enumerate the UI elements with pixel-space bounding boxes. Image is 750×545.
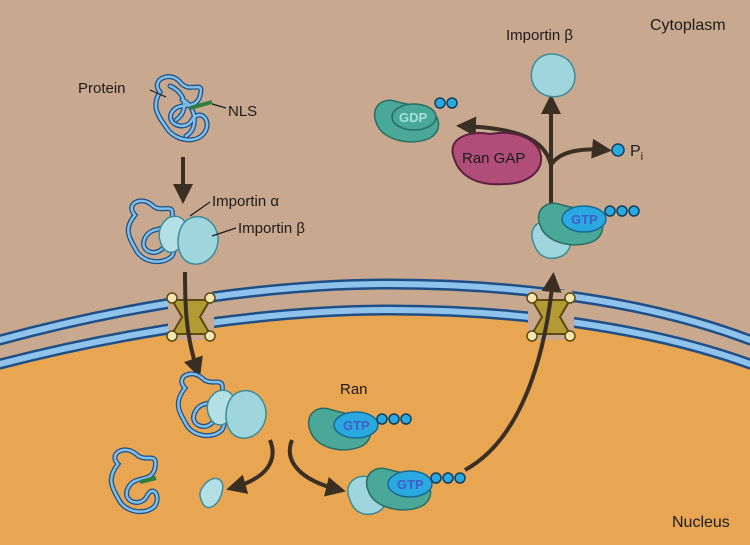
pi-label: Pi [630,143,643,163]
ran-gtp-nucleus [307,407,412,451]
released-importin-beta [530,53,576,98]
importin-beta-shape [177,216,219,265]
nuclear-envelope [0,278,750,370]
arrow-export-through-pore [464,272,562,472]
protein-with-nls [153,74,213,143]
nls-segment [189,100,213,110]
ran-gap-label: Ran GAP [462,150,525,167]
gtp-label-nucleus-2: GTP [397,477,424,492]
arrow-dissociation-right [287,439,346,497]
gtp-label-nucleus-1: GTP [343,418,370,433]
ran-gap-enzyme [451,131,543,186]
importin-beta-top-label: Importin β [506,27,573,44]
import-complex-cytoplasm [125,198,219,265]
pathway-arrows [173,94,612,497]
arrow-to-pi [549,138,612,167]
importin-beta-label: Importin β [238,220,305,237]
nuclear-pore-left [166,290,216,342]
nls-label: NLS [228,103,257,120]
phosphate-dot [611,143,625,157]
import-complex-nucleus [175,371,267,439]
gtp-label-cytoplasm: GTP [571,212,598,227]
released-importin-alpha [199,477,224,509]
gdp-label: GDP [399,110,428,125]
importin-alpha-label: Importin α [212,193,279,210]
protein-label: Protein [78,80,126,97]
arrow-dissociation-left [226,439,275,494]
ran-gdp [373,97,458,143]
nuclear-pore-right [526,290,576,342]
cytoplasm-label: Cytoplasm [650,17,726,34]
ran-gtp-importin-beta-cytoplasm [531,202,640,260]
arrow-complex-through-pore [183,271,203,378]
released-protein [108,447,160,515]
ran-label: Ran [340,381,368,398]
ran-gtp-importin-beta-nucleus [347,467,466,516]
nucleus-label: Nucleus [672,514,730,531]
